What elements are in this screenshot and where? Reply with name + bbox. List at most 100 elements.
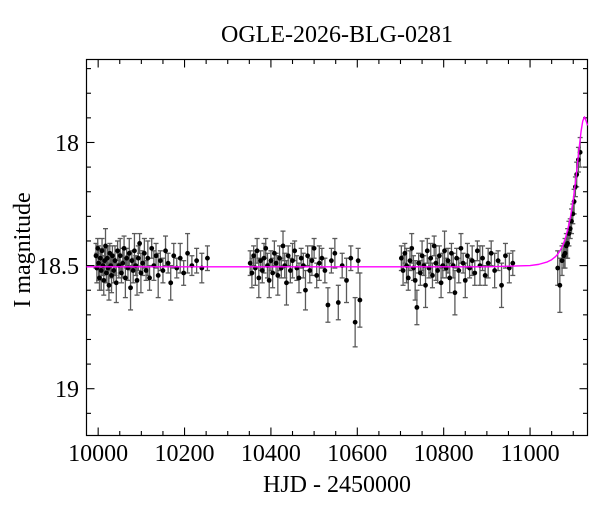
- data-point: [103, 270, 109, 276]
- data-point: [160, 268, 166, 273]
- data-point: [284, 280, 289, 286]
- data-point: [138, 270, 144, 276]
- data-point: [93, 253, 99, 259]
- data-point: [555, 265, 561, 271]
- data-point: [113, 280, 119, 286]
- data-point: [357, 297, 363, 303]
- data-point: [101, 277, 107, 283]
- data-point: [452, 290, 458, 296]
- data-point: [247, 260, 253, 266]
- data-point: [431, 243, 437, 249]
- data-point: [492, 268, 498, 273]
- data-point: [465, 253, 470, 259]
- data-point: [261, 255, 267, 261]
- x-tick-label: 11000: [501, 441, 560, 467]
- data-point: [135, 255, 141, 261]
- data-point: [499, 282, 504, 288]
- data-point: [122, 275, 128, 281]
- data-point: [268, 258, 274, 264]
- data-point: [106, 282, 112, 288]
- data-point: [259, 268, 265, 273]
- data-point: [433, 260, 439, 266]
- y-axis-label: I magnitude: [10, 192, 36, 307]
- x-tick-label: 10400: [241, 441, 301, 467]
- model-curve: [86, 116, 589, 268]
- y-tick-label: 18: [55, 131, 79, 157]
- x-tick-label: 10600: [327, 441, 387, 467]
- x-tick-label: 10200: [155, 441, 215, 467]
- data-point: [355, 258, 361, 264]
- data-point: [462, 277, 468, 283]
- data-point: [400, 268, 406, 273]
- data-point: [111, 268, 117, 273]
- data-point: [181, 270, 187, 276]
- data-point: [352, 319, 358, 325]
- data-point: [303, 287, 308, 293]
- axis-ticks: [86, 59, 588, 436]
- data-point: [510, 260, 516, 266]
- data-point: [121, 245, 127, 251]
- axes-frame: [85, 58, 589, 437]
- data-point: [271, 250, 277, 256]
- data-point: [488, 250, 494, 256]
- data-point: [117, 253, 123, 259]
- data-point: [482, 273, 488, 278]
- data-point: [445, 258, 451, 264]
- data-point: [140, 260, 146, 266]
- data-point: [414, 305, 420, 310]
- data-point: [495, 258, 501, 264]
- data-point: [417, 270, 423, 276]
- data-point: [309, 258, 315, 264]
- data-point: [314, 273, 320, 278]
- data-point: [112, 258, 118, 264]
- data-point: [147, 275, 152, 281]
- data-point: [205, 255, 210, 261]
- data-point: [456, 268, 462, 273]
- data-point: [485, 260, 491, 266]
- data-point: [449, 250, 454, 256]
- x-tick-label: 10800: [414, 441, 474, 467]
- data-point: [398, 255, 404, 261]
- data-point: [442, 248, 447, 254]
- x-tick-label: 10000: [68, 441, 128, 467]
- data-point: [290, 258, 295, 264]
- data-point: [258, 258, 263, 264]
- data-point: [273, 260, 279, 266]
- data-point: [562, 250, 568, 256]
- data-point: [132, 248, 137, 254]
- data-point: [128, 285, 133, 291]
- data-point: [153, 253, 159, 259]
- data-point: [126, 250, 132, 256]
- tick-labels: 10000 10200 10400 10600 10800 11000 18 18.5 19: [37, 131, 560, 467]
- data-point: [503, 253, 508, 259]
- data-point: [405, 275, 411, 281]
- data-point: [270, 270, 276, 276]
- data-point: [307, 268, 313, 273]
- data-point: [335, 300, 341, 305]
- y-tick-label: 19: [55, 377, 79, 403]
- data-point: [344, 277, 349, 283]
- data-point: [566, 231, 572, 236]
- data-point: [120, 260, 126, 266]
- data-point: [254, 248, 260, 254]
- data-point: [194, 258, 200, 264]
- data-point: [280, 243, 286, 249]
- data-point: [430, 273, 435, 278]
- data-point: [168, 280, 174, 286]
- data-point: [165, 260, 171, 266]
- data-point: [460, 260, 466, 266]
- data-point: [110, 253, 115, 259]
- data-point: [263, 245, 269, 251]
- data-point: [298, 255, 304, 261]
- data-point: [177, 255, 183, 261]
- data-point: [124, 255, 130, 261]
- data-point: [435, 268, 441, 273]
- data-point: [419, 253, 425, 259]
- data-point: [416, 260, 422, 266]
- data-point: [119, 270, 124, 276]
- data-point: [438, 280, 444, 286]
- data-point: [474, 248, 480, 254]
- data-point: [436, 253, 442, 259]
